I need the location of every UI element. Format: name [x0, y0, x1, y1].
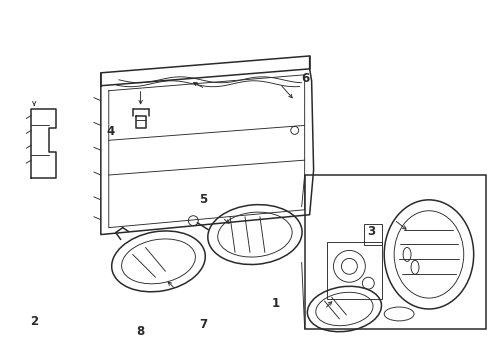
Bar — [364, 224, 382, 246]
Text: 4: 4 — [106, 125, 115, 138]
Text: 1: 1 — [271, 297, 280, 310]
Text: 3: 3 — [366, 225, 374, 238]
Bar — [304, 175, 485, 329]
Text: 6: 6 — [301, 72, 309, 85]
Text: 8: 8 — [136, 325, 144, 338]
Text: 2: 2 — [30, 315, 39, 328]
Text: 7: 7 — [199, 318, 207, 331]
Bar — [326, 242, 382, 299]
Text: 5: 5 — [199, 193, 207, 206]
